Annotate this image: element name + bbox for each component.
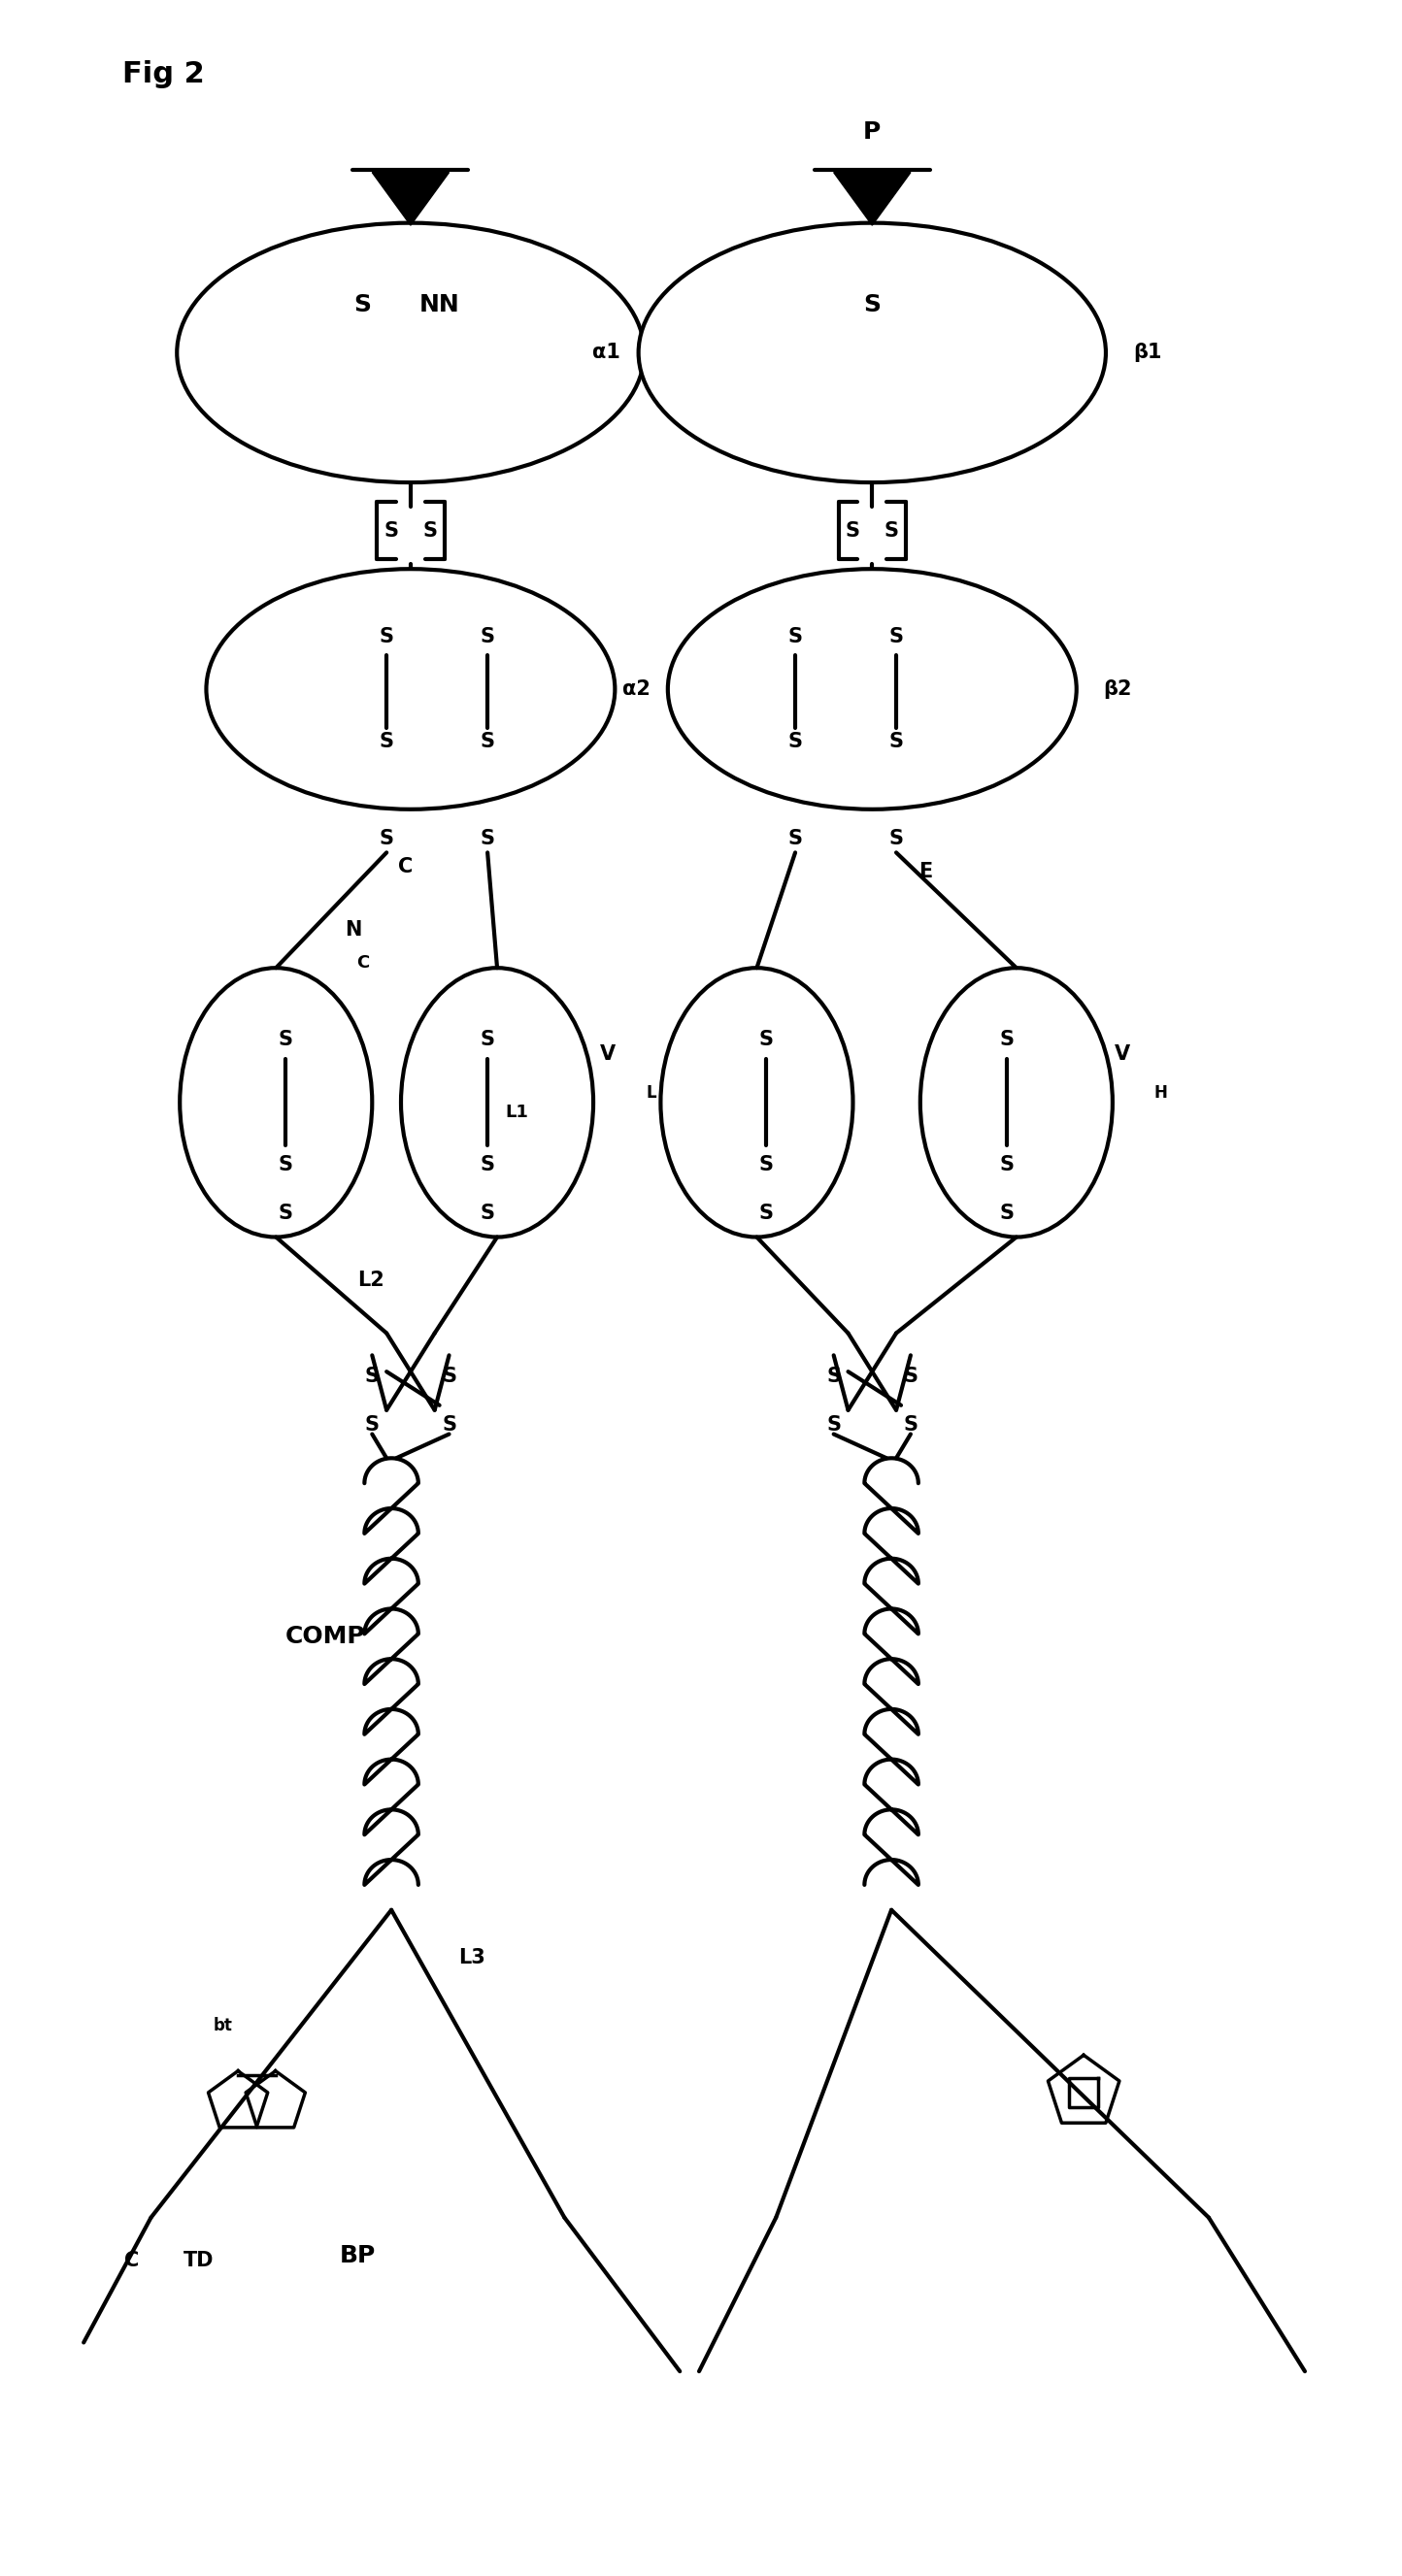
Text: V: V (600, 1046, 615, 1064)
Text: β2: β2 (1103, 680, 1131, 698)
Text: S: S (481, 1203, 495, 1224)
Text: COMP: COMP (286, 1625, 366, 1649)
Text: S: S (885, 520, 899, 541)
Ellipse shape (401, 969, 593, 1236)
Text: S: S (903, 1368, 918, 1386)
Text: S: S (1000, 1203, 1014, 1224)
Text: S: S (1000, 1154, 1014, 1175)
Text: S: S (384, 520, 398, 541)
Text: S: S (481, 1154, 495, 1175)
Text: S: S (481, 1030, 495, 1048)
Text: S: S (279, 1030, 293, 1048)
Text: S: S (365, 1414, 380, 1435)
Ellipse shape (638, 224, 1106, 482)
Text: C: C (356, 953, 369, 971)
Text: S: S (279, 1154, 293, 1175)
Text: L3: L3 (458, 1947, 485, 1968)
Text: S: S (481, 626, 495, 647)
Text: S: S (380, 732, 394, 752)
Text: S: S (279, 1203, 293, 1224)
Text: E: E (918, 863, 932, 881)
Polygon shape (834, 173, 911, 224)
Text: NN: NN (419, 294, 460, 317)
Text: S: S (365, 1368, 380, 1386)
Text: C: C (125, 2251, 139, 2269)
Text: S: S (826, 1368, 841, 1386)
Text: S: S (788, 732, 802, 752)
Text: V: V (1115, 1046, 1130, 1064)
Text: bt: bt (213, 2017, 233, 2035)
Text: S: S (380, 829, 394, 848)
Text: S: S (788, 626, 802, 647)
Text: β1: β1 (1133, 343, 1162, 363)
Text: L1: L1 (505, 1103, 529, 1121)
Ellipse shape (206, 569, 615, 809)
Text: S: S (442, 1368, 456, 1386)
Text: S: S (758, 1203, 774, 1224)
Text: S: S (422, 520, 437, 541)
Text: H: H (1154, 1084, 1168, 1103)
Text: S: S (481, 732, 495, 752)
Text: S: S (889, 829, 903, 848)
Text: N: N (345, 920, 362, 940)
Text: TD: TD (184, 2251, 215, 2269)
Text: C: C (398, 858, 414, 876)
Text: S: S (758, 1030, 774, 1048)
Text: S: S (380, 626, 394, 647)
Text: S: S (903, 1414, 918, 1435)
Text: S: S (353, 294, 372, 317)
Text: S: S (481, 829, 495, 848)
Text: S: S (889, 732, 903, 752)
Text: S: S (442, 1414, 456, 1435)
Text: S: S (788, 829, 802, 848)
Text: Fig 2: Fig 2 (122, 59, 205, 88)
Text: P: P (864, 121, 880, 144)
Polygon shape (372, 173, 449, 224)
Text: S: S (889, 626, 903, 647)
Text: BP: BP (339, 2244, 376, 2267)
Text: α2: α2 (622, 680, 651, 698)
Text: S: S (758, 1154, 774, 1175)
Ellipse shape (179, 969, 372, 1236)
Text: S: S (845, 520, 861, 541)
Ellipse shape (660, 969, 852, 1236)
Text: S: S (864, 294, 880, 317)
Text: S: S (1000, 1030, 1014, 1048)
Ellipse shape (667, 569, 1077, 809)
Text: L2: L2 (358, 1270, 384, 1291)
Ellipse shape (177, 224, 645, 482)
Ellipse shape (920, 969, 1113, 1236)
Text: S: S (826, 1414, 841, 1435)
Text: L: L (646, 1084, 656, 1103)
Text: α1: α1 (592, 343, 620, 363)
